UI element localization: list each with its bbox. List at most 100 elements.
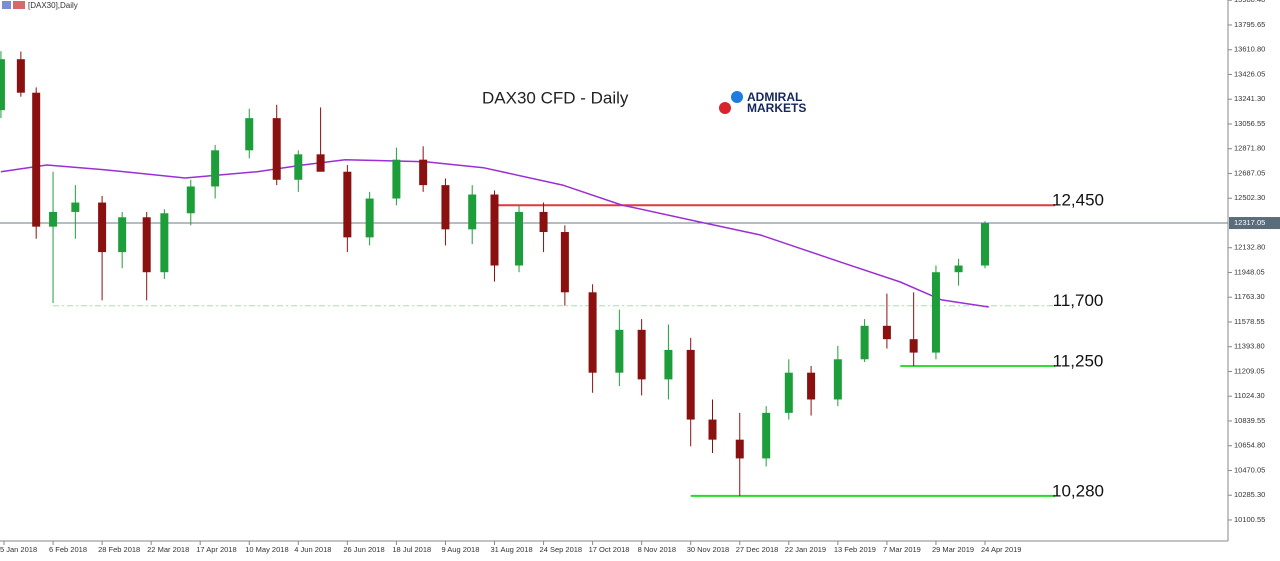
x-tick-label: 22 Jan 2019	[785, 545, 826, 554]
candle-body	[32, 92, 41, 227]
y-tick-label: 11948.05	[1234, 267, 1265, 276]
x-tick-label: 13 Feb 2019	[834, 545, 876, 554]
candle-body	[637, 329, 646, 380]
candle-body	[294, 154, 303, 180]
current-price-label: 12317.05	[1234, 218, 1265, 227]
candle-body	[245, 118, 254, 151]
candle-body	[160, 213, 169, 273]
x-tick-label: 6 Feb 2018	[49, 545, 87, 554]
candle-body	[211, 150, 220, 187]
x-tick-label: 26 Jun 2018	[343, 545, 384, 554]
y-tick-label: 12132.80	[1234, 243, 1265, 252]
x-tick-label: 27 Dec 2018	[736, 545, 779, 554]
symbol-icon	[2, 1, 11, 9]
candle-body	[735, 439, 744, 459]
candle-body	[931, 272, 940, 353]
x-tick-label: 22 Mar 2018	[147, 545, 189, 554]
x-tick-label: 17 Oct 2018	[589, 545, 630, 554]
y-tick-label: 13056.55	[1234, 119, 1265, 128]
y-tick-label: 13795.65	[1234, 20, 1265, 29]
y-tick-label: 10100.55	[1234, 515, 1265, 524]
x-tick-label: 7 Mar 2019	[883, 545, 921, 554]
logo-text: ADMIRAL	[747, 90, 802, 104]
x-tick-label: 31 Aug 2018	[491, 545, 533, 554]
x-tick-label: 24 Apr 2019	[981, 545, 1021, 554]
candle-body	[49, 211, 58, 227]
candle-body	[686, 349, 695, 420]
candle-body	[664, 349, 673, 380]
candle-body	[539, 211, 548, 233]
x-tick-label: 5 Jan 2018	[0, 545, 37, 554]
y-tick-label: 13610.80	[1234, 45, 1265, 54]
level-label: 11,700	[1053, 291, 1104, 310]
x-tick-label: 18 Jul 2018	[392, 545, 431, 554]
level-label: 10,280	[1052, 481, 1104, 500]
candle-body	[365, 198, 374, 238]
candle-body	[98, 202, 107, 253]
candle-body	[784, 372, 793, 413]
y-tick-label: 12502.30	[1234, 193, 1265, 202]
y-tick-label: 13426.05	[1234, 69, 1265, 78]
candle-body	[981, 223, 989, 266]
y-tick-label: 10654.80	[1234, 441, 1265, 450]
candle-body	[441, 185, 450, 230]
candle-body	[560, 232, 569, 293]
logo-dot	[719, 102, 731, 114]
x-tick-label: 4 Jun 2018	[294, 545, 331, 554]
x-tick-label: 10 May 2018	[245, 545, 288, 554]
x-tick-label: 17 Apr 2018	[196, 545, 236, 554]
candle-body	[0, 59, 5, 111]
candle-body	[419, 159, 428, 186]
candle-body	[807, 372, 816, 400]
x-tick-label: 9 Aug 2018	[441, 545, 479, 554]
x-tick-label: 30 Nov 2018	[687, 545, 730, 554]
symbol-icon	[13, 1, 25, 9]
candle-body	[186, 186, 195, 214]
candle-body	[343, 171, 352, 238]
candle-body	[909, 339, 918, 353]
candle-body	[468, 194, 477, 230]
candle-body	[615, 329, 624, 373]
y-tick-label: 12687.05	[1234, 168, 1265, 177]
y-tick-label: 13241.30	[1234, 94, 1265, 103]
y-tick-label: 11209.05	[1234, 366, 1265, 375]
candle-body	[118, 217, 127, 253]
logo-dot	[731, 91, 743, 103]
chart-title: DAX30 CFD - Daily	[482, 88, 629, 107]
level-label: 12,450	[1052, 191, 1104, 210]
y-tick-label: 10839.55	[1234, 416, 1265, 425]
symbol-label: [DAX30],Daily	[28, 1, 78, 10]
moving-average	[0, 158, 989, 308]
y-tick-label: 11763.30	[1234, 292, 1265, 301]
candle-body	[762, 412, 771, 459]
candle-body	[272, 118, 281, 180]
y-tick-label: 11393.80	[1234, 342, 1265, 351]
x-tick-label: 29 Mar 2019	[932, 545, 974, 554]
candle-body	[833, 359, 842, 400]
candle-body	[860, 325, 869, 360]
y-tick-label: 10285.30	[1234, 490, 1265, 499]
candle-body	[490, 194, 499, 266]
candle-body	[882, 325, 891, 340]
candle-body	[142, 217, 151, 273]
logo-text: MARKETS	[747, 101, 806, 115]
candle-body	[392, 159, 401, 199]
y-tick-label: 12871.80	[1234, 144, 1265, 153]
x-tick-label: 8 Nov 2018	[638, 545, 676, 554]
x-tick-label: 28 Feb 2018	[98, 545, 140, 554]
candle-body	[708, 419, 717, 440]
y-tick-label: 11024.30	[1234, 391, 1265, 400]
candle-body	[515, 211, 524, 266]
x-tick-label: 24 Sep 2018	[540, 545, 583, 554]
current-price-box	[1229, 217, 1280, 230]
candle-body	[16, 59, 25, 93]
y-tick-label: 10470.05	[1234, 465, 1265, 474]
candle-body	[71, 202, 80, 212]
y-tick-label: 13980.40	[1234, 0, 1265, 4]
level-label: 11,250	[1053, 351, 1104, 370]
candle-body	[588, 292, 597, 373]
candle-body	[954, 265, 963, 273]
candle-body	[316, 154, 325, 172]
